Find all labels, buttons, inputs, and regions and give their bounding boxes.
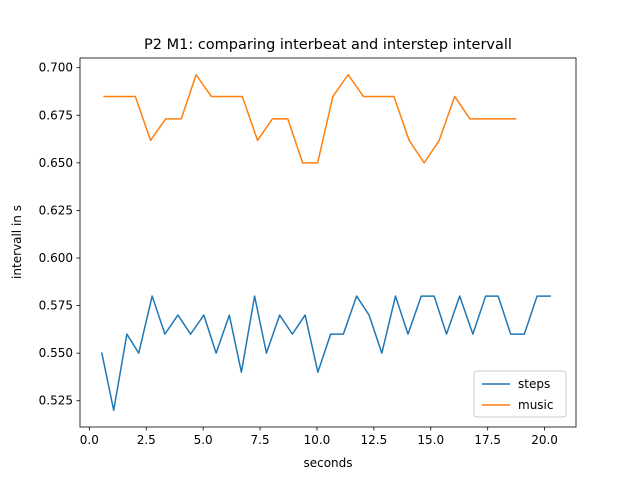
series-line-music	[103, 74, 517, 164]
y-tick-label: 0.600	[39, 251, 73, 265]
x-tick-label: 12.5	[361, 433, 388, 447]
y-tick-label: 0.525	[39, 394, 73, 408]
chart-title: P2 M1: comparing interbeat and interstep…	[144, 37, 512, 53]
y-tick-label: 0.550	[39, 346, 73, 360]
x-tick-label: 0.0	[80, 433, 99, 447]
x-tick-label: 17.5	[474, 433, 501, 447]
plot-frame	[79, 57, 577, 428]
y-axis-label: intervall in s	[10, 205, 24, 279]
legend-label-steps: steps	[518, 377, 550, 391]
x-tick-label: 2.5	[137, 433, 156, 447]
x-tick-label: 15.0	[417, 433, 444, 447]
y-tick-label: 0.650	[39, 156, 73, 170]
y-tick-label: 0.625	[39, 203, 73, 217]
series-line-steps	[100, 295, 551, 411]
legend: steps music	[473, 370, 567, 418]
x-tick-label: 7.5	[251, 433, 270, 447]
x-tick-label: 5.0	[194, 433, 213, 447]
y-tick-label: 0.700	[39, 61, 73, 75]
y-tick-label: 0.675	[39, 108, 73, 122]
legend-label-music: music	[518, 398, 553, 412]
y-tick-label: 0.575	[39, 299, 73, 313]
x-tick-label: 20.0	[531, 433, 558, 447]
x-axis-label: seconds	[303, 456, 352, 470]
x-tick-label: 10.0	[304, 433, 331, 447]
